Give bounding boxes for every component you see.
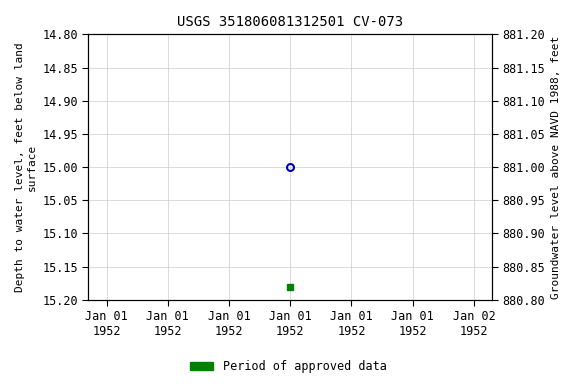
Title: USGS 351806081312501 CV-073: USGS 351806081312501 CV-073 [177,15,403,29]
Y-axis label: Depth to water level, feet below land
surface: Depth to water level, feet below land su… [15,42,37,292]
Y-axis label: Groundwater level above NAVD 1988, feet: Groundwater level above NAVD 1988, feet [551,35,561,299]
Legend: Period of approved data: Period of approved data [185,356,391,378]
